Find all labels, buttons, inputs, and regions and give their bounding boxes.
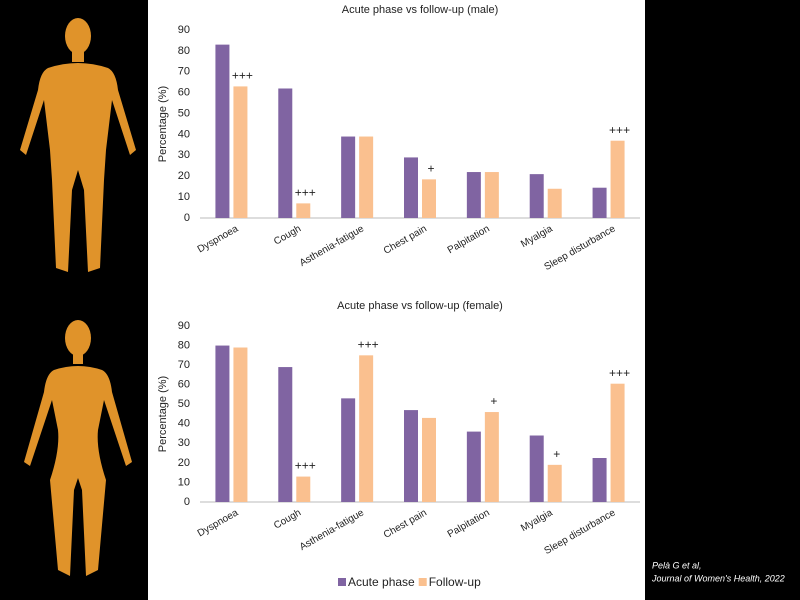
bar: [233, 347, 248, 502]
bar: [341, 398, 356, 502]
significance-label: +++: [358, 338, 379, 352]
bar: [341, 136, 356, 218]
y-tick-label: 30: [178, 437, 190, 449]
y-tick-label: 60: [178, 379, 190, 391]
bar: [233, 86, 248, 219]
chart-title: Acute phase vs follow-up (male): [342, 4, 499, 16]
legend-label: Follow-up: [429, 575, 481, 589]
y-tick-label: 20: [178, 457, 190, 469]
bar: [529, 174, 544, 218]
y-tick-label: 40: [178, 128, 190, 140]
bar: [359, 136, 374, 218]
bar: [359, 355, 374, 502]
y-tick-label: 30: [178, 149, 190, 161]
bar: [422, 179, 436, 218]
bar: [547, 188, 562, 218]
legend-swatch: [418, 578, 427, 586]
y-tick-label: 10: [178, 191, 190, 203]
y-tick-label: 40: [178, 418, 190, 430]
bar: [296, 476, 311, 502]
male-figure: [20, 18, 136, 272]
y-tick-label: 60: [178, 87, 190, 99]
significance-label: +++: [609, 123, 630, 137]
y-tick-label: 70: [178, 66, 190, 78]
y-tick-label: 0: [184, 496, 190, 508]
y-tick-label: 90: [178, 24, 190, 36]
y-tick-label: 20: [178, 170, 190, 182]
bar: [404, 157, 418, 218]
bar: [422, 417, 436, 502]
bar: [610, 383, 625, 502]
y-tick-label: 50: [178, 107, 190, 119]
bar: [296, 203, 311, 218]
bar: [484, 412, 499, 502]
significance-label: +: [427, 162, 434, 176]
significance-label: +++: [295, 186, 316, 200]
bar: [278, 367, 293, 502]
bar: [404, 410, 418, 502]
female-figure: [24, 320, 132, 576]
significance-label: +: [553, 447, 560, 461]
y-tick-label: 0: [184, 212, 190, 224]
bar: [547, 464, 562, 502]
y-tick-label: 80: [178, 339, 190, 351]
right-panel: [645, 0, 800, 600]
legend-swatch: [338, 578, 346, 586]
y-tick-label: 80: [178, 45, 190, 57]
citation: Pelà G et al,: [652, 560, 702, 570]
bar: [592, 458, 607, 502]
bar: [484, 172, 499, 218]
bar: [466, 172, 481, 218]
y-tick-label: 70: [178, 359, 190, 371]
y-tick-label: 10: [178, 476, 190, 488]
bar: [215, 345, 230, 502]
bar: [278, 88, 293, 218]
legend-label: Acute phase: [348, 575, 415, 589]
bar: [610, 140, 625, 218]
significance-label: +++: [232, 69, 253, 83]
bar: [466, 431, 481, 502]
bar: [592, 187, 607, 218]
significance-label: +++: [609, 366, 630, 380]
bar: [215, 44, 230, 218]
y-axis-label: Percentage (%): [157, 86, 169, 162]
bar: [529, 435, 544, 502]
significance-label: +: [490, 394, 497, 408]
y-tick-label: 50: [178, 398, 190, 410]
y-tick-label: 90: [178, 320, 190, 332]
y-axis-label: Percentage (%): [157, 376, 169, 452]
citation: Journal of Women's Health, 2022: [651, 573, 785, 583]
chart-title: Acute phase vs follow-up (female): [337, 300, 503, 312]
significance-label: +++: [295, 459, 316, 473]
